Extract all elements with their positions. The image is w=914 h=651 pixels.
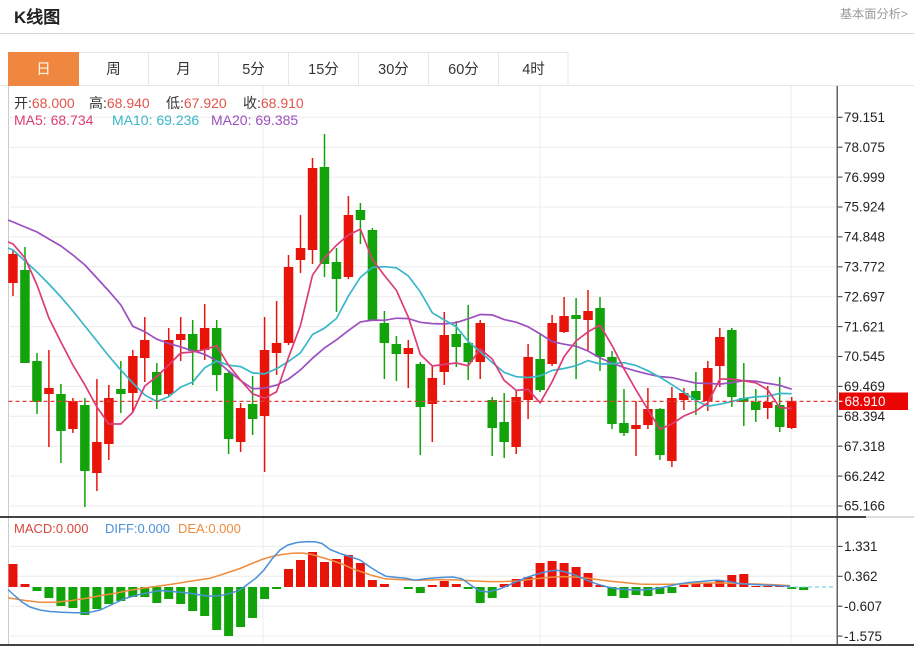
svg-text:MA10: 69.236: MA10: 69.236 [112,112,199,128]
svg-text:76.999: 76.999 [844,170,885,185]
svg-text:1.331: 1.331 [844,539,878,554]
svg-text:68.394: 68.394 [844,409,886,424]
svg-text:开:68.000: 开:68.000 [14,95,75,111]
svg-text:5分: 5分 [242,61,265,78]
svg-text:67.318: 67.318 [844,439,885,454]
svg-text:基本面分析>: 基本面分析> [840,7,908,21]
svg-text:60分: 60分 [448,61,479,78]
svg-text:MA5: 68.734: MA5: 68.734 [14,112,94,128]
svg-text:15分: 15分 [308,61,339,78]
svg-text:DEA:0.000: DEA:0.000 [178,521,241,536]
svg-text:4时: 4时 [522,61,545,78]
svg-text:78.075: 78.075 [844,140,885,155]
svg-text:30分: 30分 [378,61,409,78]
svg-text:K线图: K线图 [14,7,60,27]
svg-text:75.924: 75.924 [844,200,886,215]
svg-text:65.166: 65.166 [844,499,885,514]
svg-text:月: 月 [176,62,191,78]
svg-text:70.545: 70.545 [844,349,885,364]
svg-text:DIFF:0.000: DIFF:0.000 [105,521,170,536]
svg-text:74.848: 74.848 [844,230,885,245]
svg-text:73.772: 73.772 [844,260,885,275]
svg-text:MA20: 69.385: MA20: 69.385 [211,112,298,128]
svg-text:-1.575: -1.575 [844,629,882,644]
svg-text:日: 日 [36,62,51,78]
svg-text:低:67.920: 低:67.920 [166,95,227,111]
svg-text:66.242: 66.242 [844,469,885,484]
svg-text:68.910: 68.910 [845,394,886,409]
svg-text:收:68.910: 收:68.910 [243,95,304,111]
svg-text:MACD:0.000: MACD:0.000 [14,521,88,536]
svg-text:周: 周 [106,62,121,78]
svg-text:69.469: 69.469 [844,379,885,394]
svg-text:高:68.940: 高:68.940 [89,95,150,111]
svg-text:-0.607: -0.607 [844,599,882,614]
svg-text:72.697: 72.697 [844,289,885,304]
svg-text:0.362: 0.362 [844,569,878,584]
svg-text:71.621: 71.621 [844,319,885,334]
svg-text:79.151: 79.151 [844,110,885,125]
